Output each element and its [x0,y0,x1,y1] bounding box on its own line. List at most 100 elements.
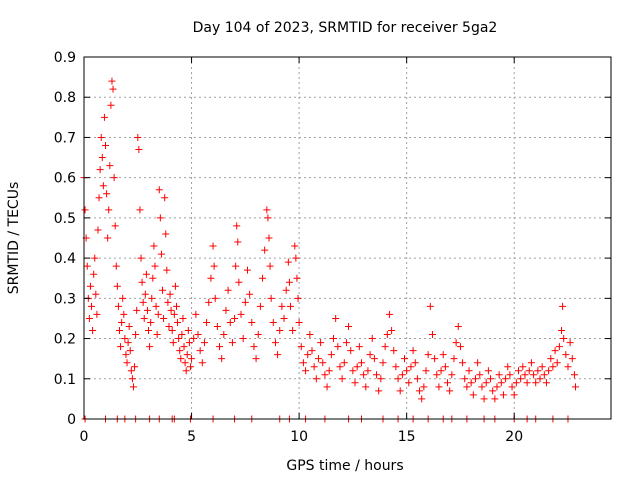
data-point [211,294,219,302]
data-point [431,355,439,363]
data-point [83,262,91,270]
data-point [267,294,275,302]
data-point [332,314,340,322]
data-point [95,194,103,202]
data-point [148,294,156,302]
data-point [534,367,542,375]
data-point [138,278,146,286]
data-point [175,335,183,343]
data-point [558,327,566,335]
data-point [234,238,242,246]
data-point [105,206,113,214]
data-point [190,335,198,343]
data-point [177,355,185,363]
data-point [243,266,251,274]
data-point [146,343,154,351]
data-point [564,363,572,371]
data-point [184,327,192,335]
y-tick-label: 0.1 [54,372,76,388]
data-point [420,383,428,391]
data-point [366,351,374,359]
data-point [379,359,387,367]
data-point [497,379,505,387]
data-point [375,387,383,395]
data-point [142,270,150,278]
data-point [170,310,178,318]
data-point [203,318,211,326]
data-point [89,327,97,335]
data-point [139,298,147,306]
data-point [491,395,499,403]
data-point [325,367,333,375]
data-point [155,186,163,194]
data-point [547,355,555,363]
data-point [504,363,512,371]
data-point [306,331,314,339]
data-point [166,290,174,298]
data-point [241,298,249,306]
data-point [106,162,114,170]
data-point [559,302,567,310]
data-point [157,250,165,258]
data-point [103,190,111,198]
data-point [334,343,342,351]
data-point [276,327,284,335]
data-point [342,339,350,347]
data-point [299,359,307,367]
data-point [381,343,389,351]
data-point [150,242,158,250]
data-point [394,375,402,383]
data-point [388,327,396,335]
data-point [293,274,301,282]
data-point [448,371,456,379]
data-point [370,355,378,363]
data-point [160,314,168,322]
data-point [418,395,426,403]
data-point [256,302,264,310]
data-point [216,343,224,351]
y-tick-label: 0.3 [54,291,76,307]
data-point [454,322,462,330]
data-point [396,387,404,395]
data-point [355,343,363,351]
x-tick-label: 15 [398,429,416,445]
data-point [235,278,243,286]
data-point [312,375,320,383]
data-point [126,347,134,355]
data-point [174,318,182,326]
data-point [114,302,122,310]
data-point [465,367,473,375]
data-point [167,306,175,314]
data-point [336,363,344,371]
data-point [176,347,184,355]
data-point [113,282,121,290]
data-point [137,254,145,262]
data-point [555,343,563,351]
data-point [433,371,441,379]
data-point [122,351,130,359]
data-point [540,371,548,379]
data-point [115,327,123,335]
data-point [568,355,576,363]
data-point [163,266,171,274]
data-point [291,242,299,250]
data-point [560,335,568,343]
data-point [474,359,482,367]
data-point [478,383,486,391]
data-point [502,375,510,383]
data-point [112,262,120,270]
y-tick-label: 0.7 [54,130,76,146]
data-point [476,371,484,379]
data-points [80,77,580,423]
data-point [141,290,149,298]
data-point [261,246,269,254]
data-point [100,113,108,121]
data-point [373,371,381,379]
data-point [345,322,353,330]
data-point [347,347,355,355]
data-point [124,339,132,347]
data-point [248,318,256,326]
data-point [446,387,454,395]
data-point [357,359,365,367]
data-point [135,146,143,154]
